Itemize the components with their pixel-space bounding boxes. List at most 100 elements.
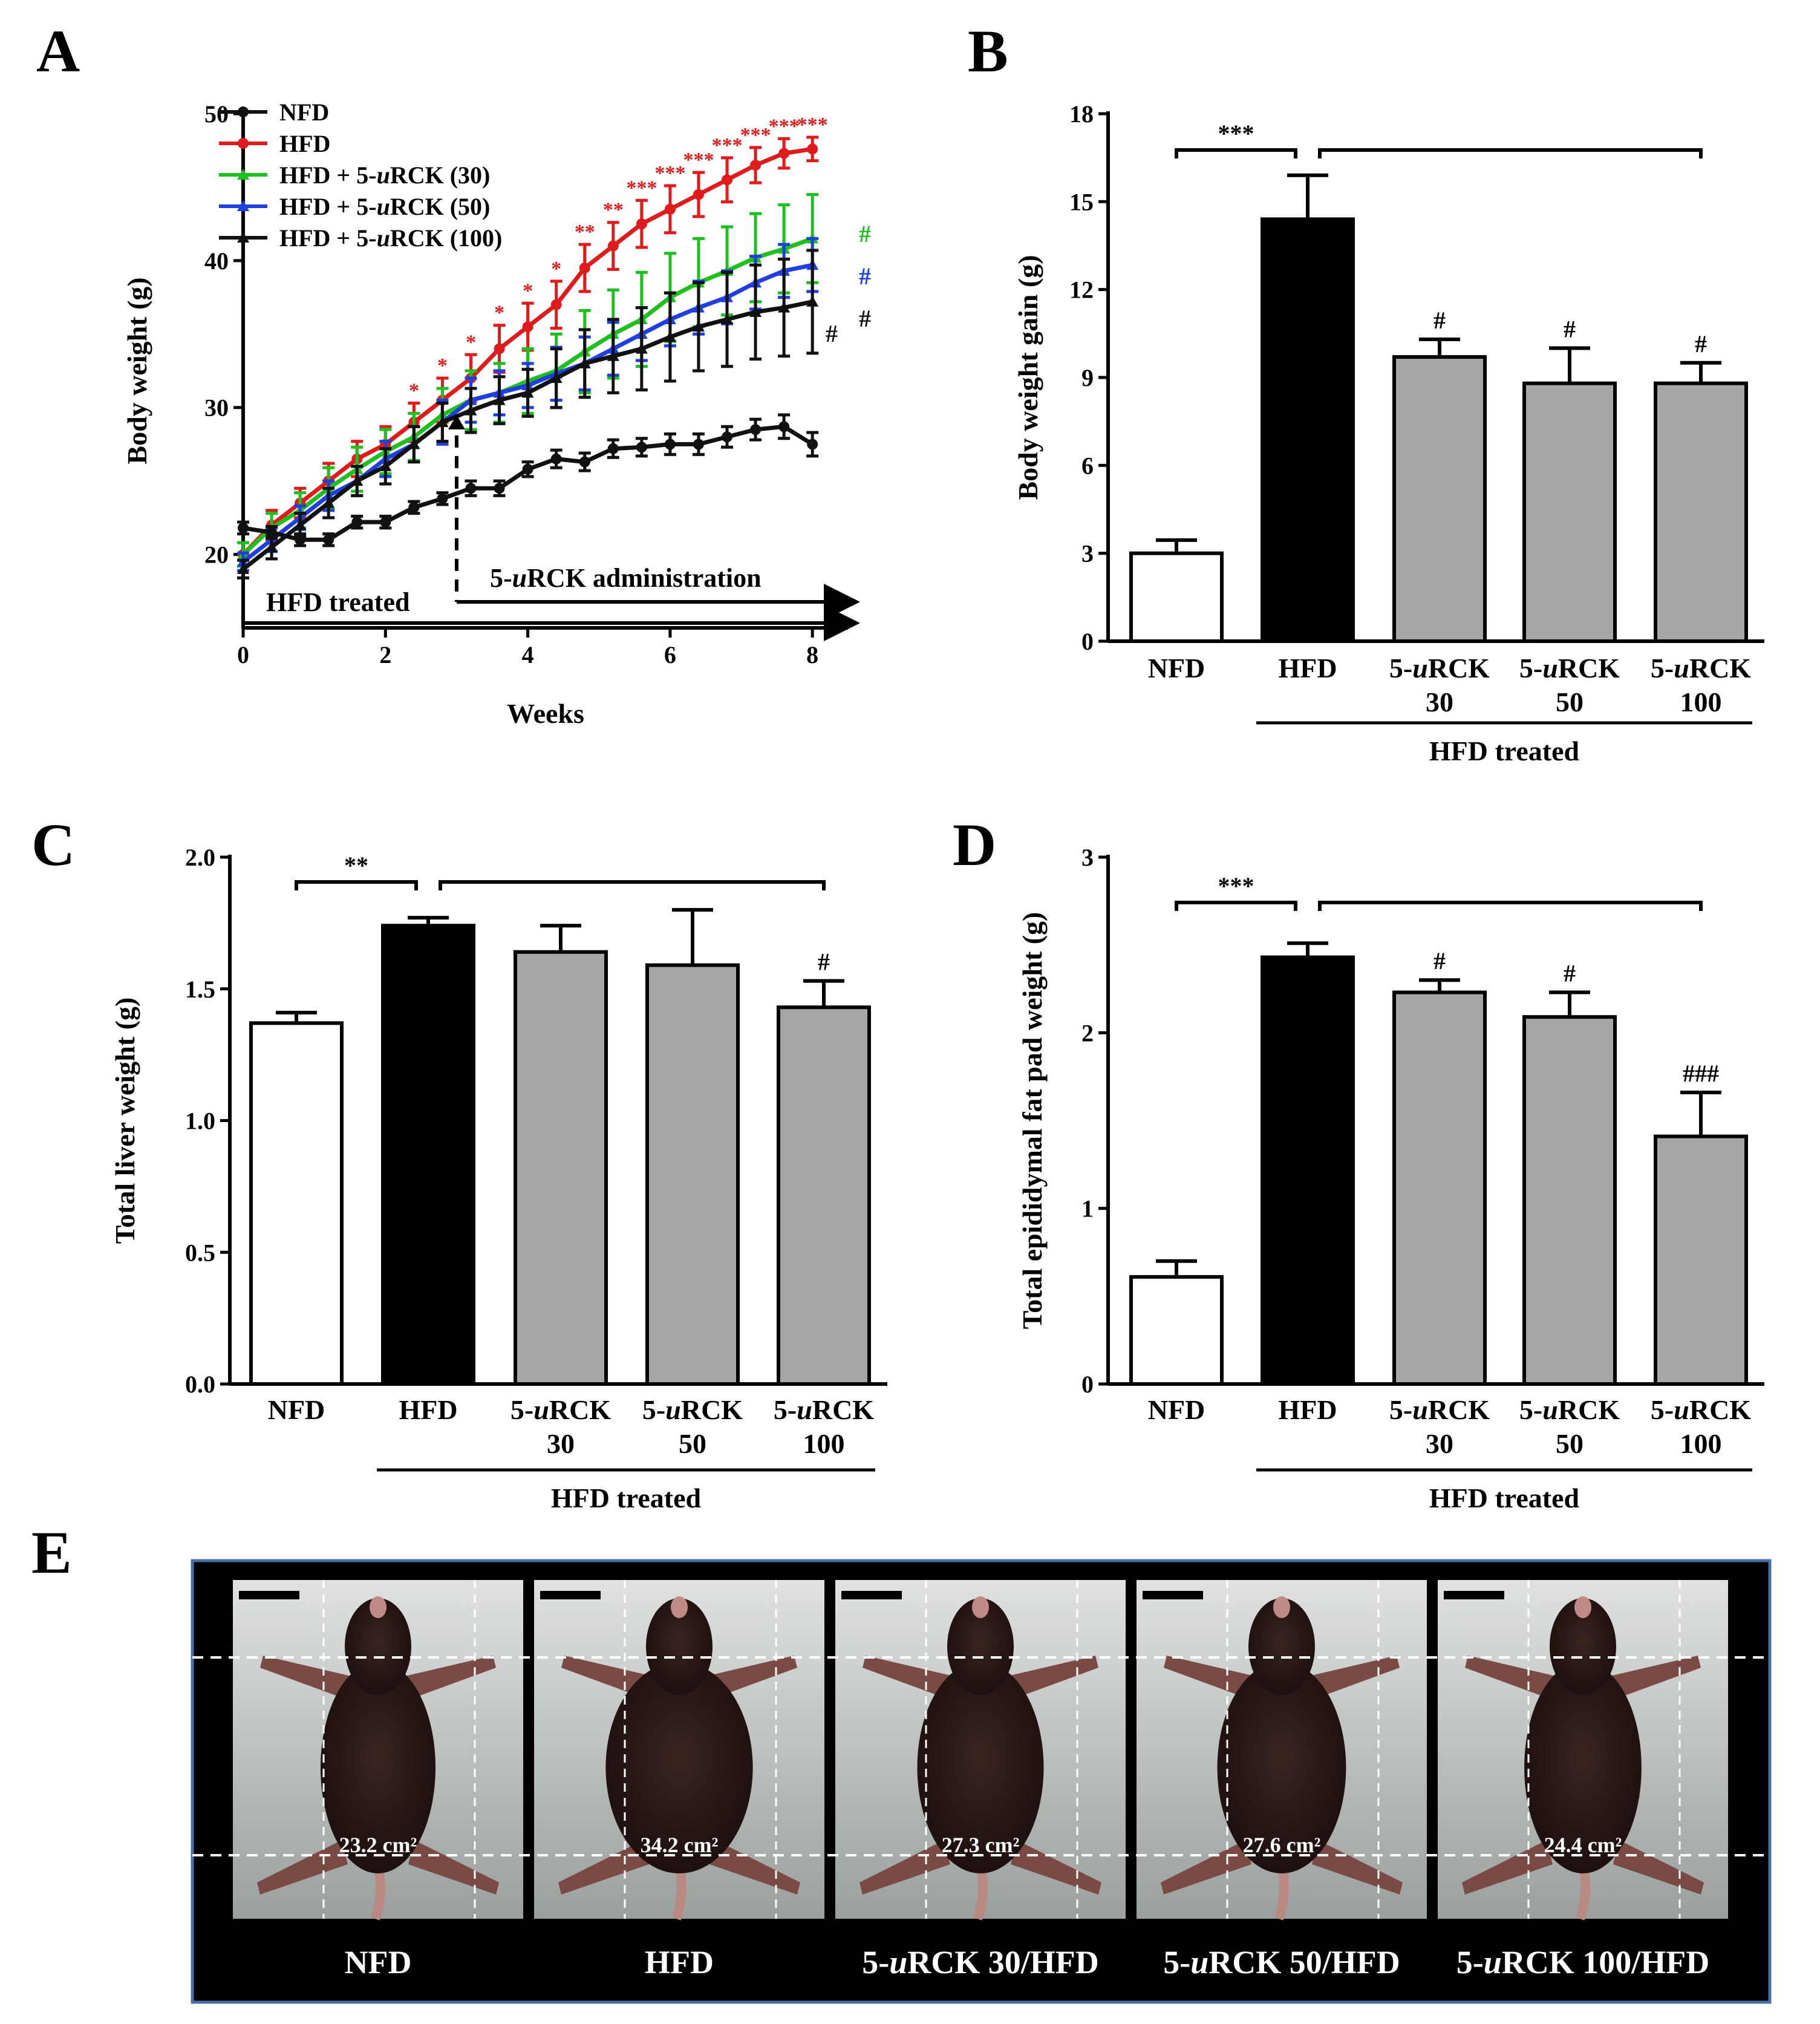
data-point [778, 301, 791, 313]
mouse-head [1248, 1598, 1315, 1695]
data-point [722, 431, 732, 443]
data-point [493, 394, 506, 405]
y-axis-title: Body weight (g) [122, 277, 152, 464]
data-point [522, 463, 533, 475]
scale-bar [1444, 1591, 1504, 1599]
y-tick-label: 15 [1069, 188, 1094, 215]
mouse-hindleg [859, 1840, 950, 1895]
scale-bar [239, 1591, 299, 1599]
significance-mark: # [818, 948, 830, 976]
category-label: 5-uRCK [642, 1394, 743, 1425]
panel-label-b: B [968, 18, 1008, 85]
mouse-body [321, 1662, 435, 1873]
bar [249, 1021, 344, 1386]
end-significance-mark: # [859, 220, 871, 247]
panel-label-c: C [31, 811, 75, 878]
data-point [550, 372, 563, 384]
mouse-head [1550, 1598, 1616, 1695]
bracket-significance: *** [1218, 120, 1254, 147]
legend-label: HFD + 5-uRCK (50) [279, 193, 490, 220]
legend-label: HFD + 5-uRCK (100) [279, 224, 502, 252]
legend-swatch-marker [237, 232, 249, 243]
category-label: NFD [268, 1394, 325, 1425]
mouse-snout [671, 1596, 688, 1618]
data-point [636, 218, 647, 230]
y-tick-label: 18 [1069, 100, 1094, 128]
bracket-significance: ** [344, 852, 368, 879]
category-label: 5-uRCK [1519, 653, 1620, 684]
category-sublabel: 100 [1680, 1428, 1722, 1459]
y-tick-label: 50 [204, 100, 229, 128]
x-tick-label: 4 [522, 641, 534, 668]
y-tick-label: 20 [204, 541, 229, 569]
significance-bracket [1175, 901, 1297, 911]
data-point [807, 439, 818, 450]
y-tick-label: 0 [1081, 628, 1094, 655]
data-point [351, 475, 364, 486]
y-tick-label: 30 [204, 394, 229, 422]
panel-b-bar-chart: 0 3 6 9 12 15 18 Body weight gain (g) NFD HFD #5-u… [1013, 100, 1764, 766]
mouse-photo: 27.6 cm² [1137, 1580, 1427, 1921]
panel-c-bar-chart: 0.0 0.5 1.0 1.5 2.0 Total liver weight (g) NFD… [109, 844, 887, 1513]
y-tick-label: 1.5 [185, 976, 215, 1003]
mouse-snout [370, 1596, 387, 1618]
bar [777, 1005, 871, 1386]
scale-bar [540, 1591, 601, 1599]
panel-label-d: D [953, 811, 996, 878]
y-tick-label: 9 [1081, 364, 1094, 391]
legend-label: NFD [279, 99, 329, 126]
end-significance-mark: # [859, 263, 871, 290]
data-point [749, 305, 762, 317]
y-tick-label: 40 [204, 247, 229, 275]
mouse-snout [1574, 1596, 1591, 1618]
significance-mark: *** [626, 177, 657, 199]
data-point [379, 460, 392, 471]
significance-mark: # [1433, 307, 1446, 334]
significance-mark: * [466, 331, 476, 353]
y-tick-label: 1.0 [185, 1108, 215, 1135]
mouse-photo: 23.2 cm² [233, 1580, 523, 1921]
photo-caption: 5-uRCK 100/HFD [1456, 1944, 1710, 1980]
bar [1392, 355, 1487, 643]
y-tick-label: 0.0 [185, 1371, 215, 1398]
data-point [607, 443, 619, 454]
data-point [521, 387, 534, 398]
mouse-head [646, 1598, 713, 1695]
category-label: NFD [1148, 653, 1205, 684]
significance-bracket [1318, 901, 1703, 911]
category-sublabel: 100 [1680, 687, 1722, 717]
bar [1522, 1015, 1617, 1386]
panel-d-bar-chart: 0 1 2 3 Total epididymal fat pad weight (g) N… [1017, 844, 1764, 1513]
x-tick-label: 8 [806, 641, 818, 668]
data-point [750, 160, 762, 171]
group-label: HFD treated [1429, 736, 1580, 766]
photo-caption: 5-uRCK 50/HFD [1163, 1944, 1400, 1980]
data-point [436, 416, 449, 427]
significance-mark: # [1564, 316, 1576, 343]
x-axis-title: Weeks [507, 698, 584, 729]
category-label: HFD [1278, 653, 1337, 684]
category-label: 5-uRCK [1651, 653, 1751, 684]
y-tick-label: 2.0 [185, 844, 215, 871]
mouse-snout [1273, 1596, 1290, 1618]
bar [1522, 381, 1617, 643]
panel-e-photos: 23.2 cm² NFD 34.2 cm² HFD 27.3 cm² 5-uRCK 30/… [191, 1559, 1772, 2004]
mouse-body [1524, 1662, 1642, 1873]
area-label: 27.6 cm² [1243, 1833, 1321, 1857]
mouse-hindleg [1161, 1840, 1251, 1895]
category-label: 5-uRCK [1519, 1394, 1620, 1425]
data-point [806, 295, 819, 307]
data-point [636, 442, 647, 453]
group-label: HFD treated [1429, 1483, 1580, 1513]
data-point [237, 563, 249, 574]
data-point [494, 343, 505, 354]
y-tick-label: 0 [1081, 1371, 1094, 1398]
category-label: 5-uRCK [1651, 1394, 1751, 1425]
mouse-body [605, 1662, 753, 1873]
significance-mark: ### [1683, 1060, 1719, 1087]
data-point [295, 534, 306, 546]
significance-bracket [439, 880, 826, 890]
significance-mark: *** [712, 134, 743, 157]
category-sublabel: 50 [1556, 1428, 1584, 1459]
panel-label-a: A [36, 18, 80, 85]
